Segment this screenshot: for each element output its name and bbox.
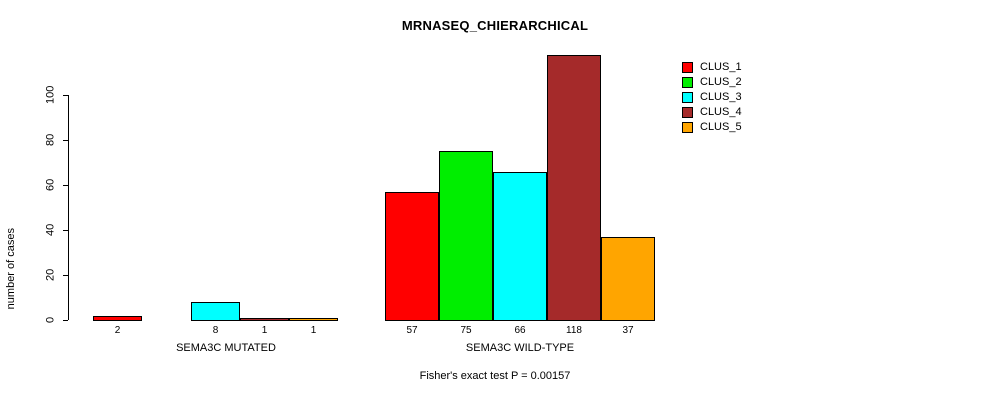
group-label-mutated: SEMA3C MUTATED <box>176 342 276 354</box>
legend-item-clus_3[interactable]: CLUS_3 <box>682 90 742 105</box>
bar <box>191 302 240 321</box>
y-axis-tick <box>63 185 68 186</box>
legend-item-clus_2[interactable]: CLUS_2 <box>682 75 742 90</box>
legend-swatch-icon <box>682 107 693 118</box>
y-axis-tick <box>63 140 68 141</box>
bar-value-label: 57 <box>406 325 418 336</box>
bar-value-label: 118 <box>566 325 582 336</box>
y-axis-tick-label: 40 <box>44 223 57 237</box>
footer-annotation: Fisher's exact test P = 0.00157 <box>419 370 571 382</box>
bar <box>547 54 601 321</box>
y-axis-tick <box>63 230 68 231</box>
bar <box>385 191 439 321</box>
bar <box>493 171 547 321</box>
bar-value-label: 37 <box>622 325 634 336</box>
legend-item-clus_1[interactable]: CLUS_1 <box>682 60 742 75</box>
legend-swatch-icon <box>682 122 693 133</box>
bar <box>439 151 493 321</box>
y-axis-tick-label: 0 <box>44 316 57 324</box>
legend-item-label: CLUS_2 <box>700 76 742 88</box>
legend-swatch-icon <box>682 62 693 73</box>
legend-item-label: CLUS_5 <box>700 121 742 133</box>
legend-swatch-icon <box>682 92 693 103</box>
chart-title: MRNASEQ_CHIERARCHICAL <box>401 18 589 33</box>
y-axis-tick-label: 60 <box>44 178 57 192</box>
y-axis-tick-label: 80 <box>44 133 57 147</box>
y-axis-line <box>68 95 69 320</box>
bar <box>93 315 142 321</box>
bar <box>601 236 655 321</box>
legend-item-clus_5[interactable]: CLUS_5 <box>682 120 742 135</box>
legend: CLUS_1 CLUS_2 CLUS_3 CLUS_4 CLUS_5 <box>682 60 742 135</box>
y-axis-label: number of cases <box>5 228 17 310</box>
bar-value-label: 1 <box>261 325 268 336</box>
bar-value-label: 2 <box>114 325 121 336</box>
group-label-wildtype: SEMA3C WILD-TYPE <box>465 342 575 354</box>
legend-item-label: CLUS_4 <box>700 106 742 118</box>
y-axis-tick-label: 100 <box>44 85 57 105</box>
bar-value-label: 75 <box>460 325 472 336</box>
y-axis-tick <box>63 275 68 276</box>
bar <box>289 317 338 321</box>
bar-value-label: 8 <box>212 325 219 336</box>
bar-value-label: 1 <box>310 325 317 336</box>
y-axis-tick-label: 20 <box>44 268 57 282</box>
bar-value-label: 66 <box>514 325 526 336</box>
legend-item-label: CLUS_1 <box>700 61 742 73</box>
legend-swatch-icon <box>682 77 693 88</box>
y-axis-tick <box>63 95 68 96</box>
legend-item-clus_4[interactable]: CLUS_4 <box>682 105 742 120</box>
legend-item-label: CLUS_3 <box>700 91 742 103</box>
bar <box>240 317 289 321</box>
y-axis-tick <box>63 320 68 321</box>
